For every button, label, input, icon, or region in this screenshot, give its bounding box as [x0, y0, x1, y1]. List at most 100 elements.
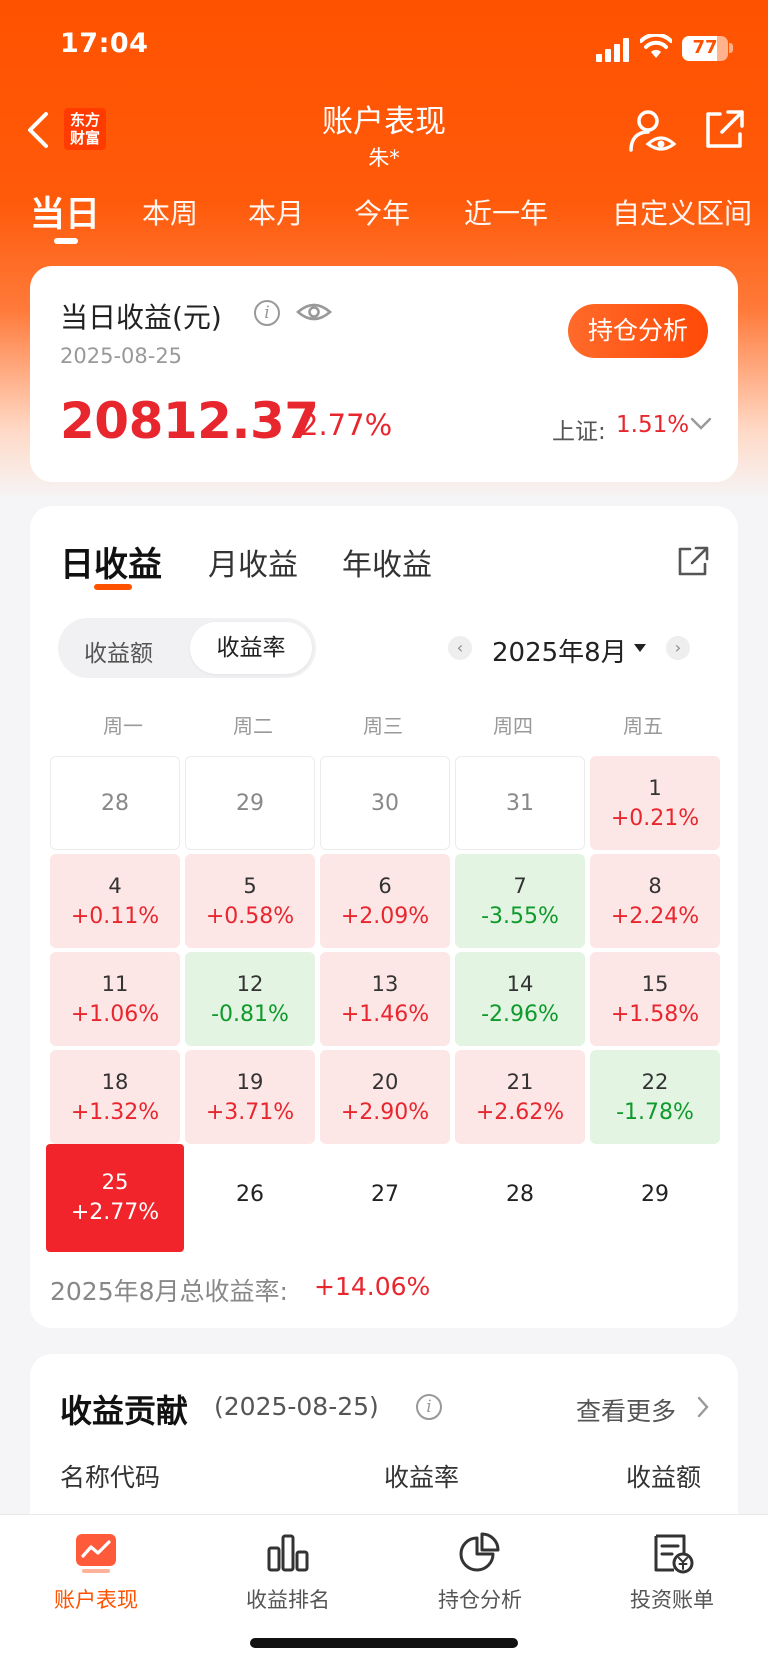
toggle-amount[interactable]: 收益额	[84, 641, 153, 667]
nav-earnings-ranking[interactable]: 收益排名	[246, 1588, 330, 1612]
day-return-rate: +2.62%	[475, 1100, 565, 1125]
home-indicator	[250, 1638, 518, 1648]
tab-month[interactable]: 本月	[248, 197, 305, 230]
calendar-day-cell[interactable]: 29	[590, 1148, 720, 1242]
column-header-name: 名称代码	[60, 1463, 161, 1492]
calendar-day-cell[interactable]: 14 -2.96%	[455, 952, 585, 1046]
account-performance-icon[interactable]	[74, 1532, 118, 1574]
calendar-day-cell[interactable]: 11 +1.06%	[50, 952, 180, 1046]
caret-down-icon[interactable]	[634, 644, 646, 652]
chevron-down-icon[interactable]	[690, 416, 712, 432]
prev-month-icon[interactable]: ‹	[448, 636, 472, 660]
calendar-day-cell[interactable]: 31	[455, 756, 585, 850]
day-number: 4	[108, 874, 122, 898]
tab-daily-earnings[interactable]: 日收益	[60, 545, 162, 585]
tab-last-year[interactable]: 近一年	[464, 197, 549, 230]
nav-investment-bill[interactable]: 投资账单	[630, 1588, 714, 1612]
share-icon[interactable]	[676, 544, 710, 578]
battery-tip	[729, 43, 733, 53]
calendar-day-cell[interactable]: 22 -1.78%	[590, 1050, 720, 1144]
calendar-day-cell[interactable]: 12 -0.81%	[185, 952, 315, 1046]
weekday-label: 周二	[233, 714, 273, 738]
column-header-rate: 收益率	[384, 1463, 460, 1492]
month-selector[interactable]: 2025年8月	[492, 638, 627, 668]
calendar-day-cell[interactable]: 4 +0.11%	[50, 854, 180, 948]
index-label: 上证:	[552, 419, 606, 445]
info-icon[interactable]: i	[254, 300, 280, 326]
toggle-rate[interactable]: 收益率	[190, 622, 312, 674]
calendar-day-cell[interactable]: 29	[185, 756, 315, 850]
calendar-day-cell[interactable]: 25 +2.77%	[46, 1144, 184, 1252]
tab-custom-range[interactable]: 自定义区间	[612, 197, 753, 230]
calendar-day-cell[interactable]: 8 +2.24%	[590, 854, 720, 948]
day-return-rate: +0.21%	[610, 806, 700, 831]
cellular-signal-icon	[596, 38, 630, 62]
calendar-tab-indicator	[94, 584, 132, 590]
calendar-day-cell[interactable]: 27	[320, 1148, 450, 1242]
calendar-day-cell[interactable]: 28	[455, 1148, 585, 1242]
holding-analysis-button[interactable]: 持仓分析	[568, 304, 708, 358]
calendar-day-cell[interactable]: 7 -3.55%	[455, 854, 585, 948]
nav-holding-analysis[interactable]: 持仓分析	[438, 1588, 522, 1612]
calendar-day-cell[interactable]: 18 +1.32%	[50, 1050, 180, 1144]
day-number: 22	[641, 1070, 669, 1094]
day-return-rate: -3.55%	[481, 904, 559, 929]
month-total-label: 2025年8月总收益率:	[50, 1277, 288, 1306]
day-return-rate: +2.90%	[340, 1100, 430, 1125]
tab-week[interactable]: 本周	[142, 197, 199, 230]
day-return-rate: +1.46%	[340, 1002, 430, 1027]
calendar-day-cell[interactable]: 21 +2.62%	[455, 1050, 585, 1144]
calendar-day-cell[interactable]: 28	[50, 756, 180, 850]
share-icon[interactable]	[702, 108, 746, 152]
battery-icon: 77	[682, 36, 728, 61]
day-return-rate: +0.58%	[205, 904, 295, 929]
day-number: 30	[371, 791, 399, 816]
day-number: 14	[506, 972, 534, 996]
day-number: 7	[513, 874, 527, 898]
calendar-day-cell[interactable]: 15 +1.58%	[590, 952, 720, 1046]
day-number: 8	[648, 874, 662, 898]
tab-day[interactable]: 当日	[30, 195, 101, 235]
calendar-day-cell[interactable]: 19 +3.71%	[185, 1050, 315, 1144]
tab-yearly-earnings[interactable]: 年收益	[342, 548, 432, 583]
day-number: 20	[371, 1070, 399, 1094]
day-number: 5	[243, 874, 257, 898]
ranking-icon[interactable]	[266, 1532, 310, 1574]
back-arrow-icon[interactable]	[24, 110, 52, 150]
day-number: 29	[236, 791, 264, 816]
calendar-day-cell[interactable]: 26	[185, 1148, 315, 1242]
calendar-day-cell[interactable]: 5 +0.58%	[185, 854, 315, 948]
eye-icon[interactable]	[296, 300, 332, 324]
info-icon[interactable]: i	[416, 1394, 442, 1420]
calendar-day-cell[interactable]: 6 +2.09%	[320, 854, 450, 948]
weekday-label: 周四	[493, 714, 533, 738]
today-earnings-rate: 2.77%	[300, 408, 393, 442]
account-name: 朱*	[368, 146, 400, 170]
calendar-day-cell[interactable]: 20 +2.90%	[320, 1050, 450, 1144]
day-return-rate: +1.58%	[610, 1002, 700, 1027]
user-privacy-icon[interactable]	[628, 108, 676, 154]
bill-icon[interactable]	[650, 1532, 694, 1574]
index-value: 1.51%	[616, 412, 690, 438]
day-return-rate: -2.96%	[481, 1002, 559, 1027]
pie-chart-icon[interactable]	[458, 1532, 502, 1574]
status-time: 17:04	[60, 28, 149, 59]
day-return-rate: +0.11%	[70, 904, 160, 929]
tab-year[interactable]: 今年	[354, 197, 411, 230]
calendar-day-cell[interactable]: 1 +0.21%	[590, 756, 720, 850]
next-month-icon[interactable]: ›	[666, 636, 690, 660]
column-header-amount: 收益额	[626, 1463, 702, 1492]
logo-line-1: 东方	[69, 111, 100, 129]
day-number: 6	[378, 874, 392, 898]
wifi-icon	[640, 34, 672, 58]
day-number: 12	[236, 972, 264, 996]
weekday-label: 周三	[363, 714, 403, 738]
calendar-day-cell[interactable]: 13 +1.46%	[320, 952, 450, 1046]
view-more-link[interactable]: 查看更多	[576, 1397, 677, 1426]
chevron-right-icon[interactable]	[696, 1395, 710, 1419]
tab-monthly-earnings[interactable]: 月收益	[208, 548, 298, 583]
tab-active-indicator	[54, 238, 78, 244]
calendar-day-cell[interactable]: 30	[320, 756, 450, 850]
nav-account-performance[interactable]: 账户表现	[54, 1588, 138, 1612]
day-return-rate: -0.81%	[211, 1002, 289, 1027]
